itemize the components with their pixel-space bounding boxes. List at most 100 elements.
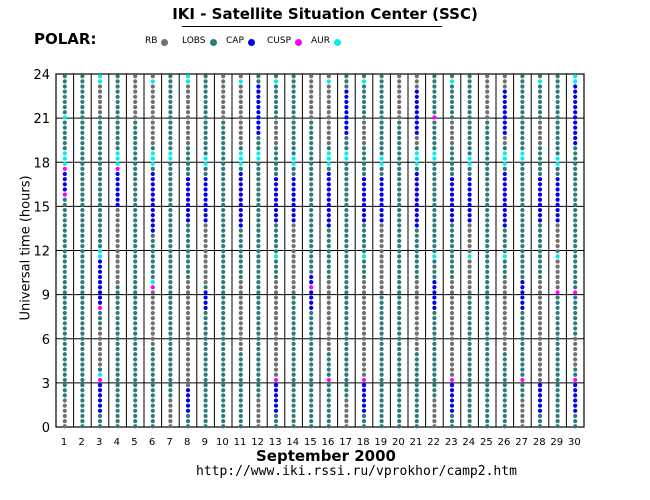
data-point-cusp <box>573 290 578 295</box>
data-point-lobs <box>115 419 120 424</box>
data-point-lobs <box>80 259 85 264</box>
data-point-rb <box>537 300 543 305</box>
data-point-lobs <box>168 207 173 213</box>
data-point-cap <box>573 84 578 89</box>
data-point-cap <box>273 192 279 197</box>
data-point-lobs <box>379 403 384 408</box>
data-point-lobs <box>309 130 314 135</box>
data-point-lobs <box>397 171 402 177</box>
data-point-rb <box>221 104 226 110</box>
data-point-lobs <box>520 182 525 187</box>
data-point-lobs <box>344 84 349 89</box>
data-point-lobs <box>485 285 490 290</box>
data-point-lobs <box>168 326 173 331</box>
data-point-rb <box>185 382 191 388</box>
data-point-cap <box>185 398 191 403</box>
data-point-lobs <box>273 424 279 429</box>
data-point-rb <box>326 290 331 295</box>
data-point-lobs <box>80 187 85 192</box>
data-point-lobs <box>168 243 173 249</box>
data-point-rb <box>344 419 349 424</box>
data-point-rb <box>485 79 490 84</box>
data-point-lobs <box>573 223 578 228</box>
data-point-rb <box>150 135 155 141</box>
data-point-rb <box>238 310 243 316</box>
x-tick-label: 1 <box>61 437 67 448</box>
data-point-lobs <box>273 161 279 166</box>
data-point-lobs <box>203 367 208 372</box>
data-point-lobs <box>203 408 208 413</box>
data-point-lobs <box>361 94 367 99</box>
data-point-lobs <box>520 89 525 94</box>
data-point-lobs <box>344 352 349 357</box>
data-point-lobs <box>168 218 173 223</box>
data-point-lobs <box>309 393 314 398</box>
data-point-rb <box>449 341 455 346</box>
data-point-rb <box>467 280 472 285</box>
data-point-rb <box>485 115 490 120</box>
data-point-lobs <box>291 110 296 115</box>
data-point-lobs <box>203 120 208 125</box>
data-point-rb <box>361 357 367 362</box>
data-point-cap <box>414 187 419 192</box>
data-point-lobs <box>256 197 261 202</box>
data-point-lobs <box>256 182 261 187</box>
data-point-lobs <box>379 151 384 156</box>
data-point-cusp <box>97 377 103 383</box>
data-point-lobs <box>115 408 120 413</box>
data-point-rb <box>344 424 349 429</box>
data-point-cap <box>203 187 208 192</box>
data-point-cap <box>97 259 103 264</box>
data-point-lobs <box>361 259 367 264</box>
data-point-cap <box>256 94 261 99</box>
data-point-lobs <box>520 223 525 228</box>
data-point-lobs <box>168 94 173 99</box>
data-point-cap <box>573 110 578 115</box>
data-point-rb <box>361 290 367 295</box>
data-point-lobs <box>168 192 173 197</box>
data-point-lobs <box>133 388 138 393</box>
data-point-rb <box>520 408 525 413</box>
data-point-lobs <box>432 393 437 398</box>
data-point-lobs <box>344 171 349 177</box>
data-point-cap <box>361 388 367 393</box>
data-point-lobs <box>291 413 296 419</box>
data-point-aur <box>555 156 560 161</box>
data-point-cap <box>115 177 120 182</box>
data-point-rb <box>133 104 138 110</box>
data-point-rb <box>238 295 243 300</box>
data-point-cap <box>573 408 578 413</box>
data-point-rb <box>115 254 120 259</box>
data-point-lobs <box>273 228 279 233</box>
data-point-rb <box>238 300 243 305</box>
data-point-lobs <box>256 166 261 171</box>
data-point-lobs <box>97 197 103 202</box>
data-point-lobs <box>573 171 578 177</box>
data-point-lobs <box>309 207 314 213</box>
data-point-lobs <box>221 346 226 352</box>
data-point-lobs <box>203 331 208 336</box>
data-point-lobs <box>520 249 525 254</box>
data-point-rb <box>150 84 155 89</box>
data-point-lobs <box>256 254 261 259</box>
data-point-rb <box>238 341 243 346</box>
data-point-aur <box>414 156 419 161</box>
data-point-rb <box>150 104 155 110</box>
data-point-lobs <box>520 130 525 135</box>
data-point-rb <box>414 79 419 84</box>
data-point-lobs <box>344 346 349 352</box>
data-point-lobs <box>467 316 472 321</box>
data-point-cap <box>537 202 543 208</box>
data-point-lobs <box>344 166 349 171</box>
data-point-lobs <box>62 326 67 331</box>
data-point-lobs <box>115 336 120 341</box>
legend-swatch-lobs <box>209 39 217 46</box>
data-point-lobs <box>520 146 525 151</box>
data-point-lobs <box>203 79 208 84</box>
data-point-lobs <box>449 146 455 151</box>
data-point-aur <box>432 151 437 156</box>
data-point-rb <box>449 362 455 367</box>
data-point-rb <box>449 135 455 141</box>
data-point-lobs <box>520 141 525 146</box>
data-point-lobs <box>273 104 279 110</box>
